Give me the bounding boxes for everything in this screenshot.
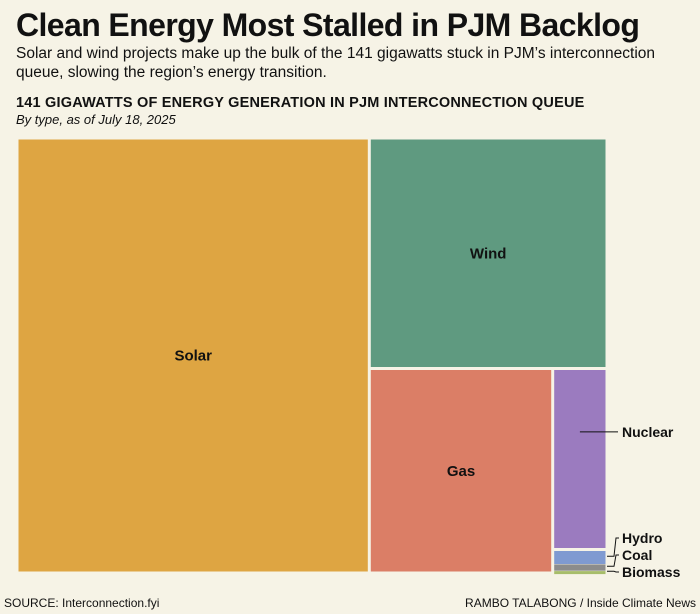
tile-biomass bbox=[554, 571, 606, 575]
label-hydro: Hydro bbox=[622, 530, 662, 546]
dek: Solar and wind projects make up the bulk… bbox=[16, 45, 656, 81]
leader-line-biomass bbox=[607, 570, 619, 573]
tile-coal bbox=[554, 564, 606, 571]
tile-solar bbox=[18, 139, 368, 572]
tile-nuclear bbox=[554, 370, 606, 548]
label-gas: Gas bbox=[447, 463, 475, 480]
chart-title: 141 GIGAWATTS OF ENERGY GENERATION IN PJ… bbox=[16, 95, 585, 111]
label-biomass: Biomass bbox=[622, 564, 681, 580]
tile-gas bbox=[370, 370, 552, 572]
leader-line-hydro bbox=[607, 537, 619, 557]
label-solar: Solar bbox=[174, 348, 212, 365]
label-coal: Coal bbox=[622, 547, 652, 563]
tile-wind bbox=[370, 139, 606, 367]
label-wind: Wind bbox=[470, 245, 507, 262]
label-nuclear: Nuclear bbox=[622, 424, 674, 440]
tile-hydro bbox=[554, 551, 606, 564]
credit-note: RAMBO TALABONG / Inside Climate News bbox=[465, 596, 696, 610]
chart-subtitle: By type, as of July 18, 2025 bbox=[16, 112, 176, 127]
treemap-tiles bbox=[18, 139, 606, 575]
headline: Clean Energy Most Stalled in PJM Backlog bbox=[16, 7, 640, 43]
leader-line-coal bbox=[607, 554, 619, 567]
source-note: SOURCE: Interconnection.fyi bbox=[4, 596, 160, 610]
